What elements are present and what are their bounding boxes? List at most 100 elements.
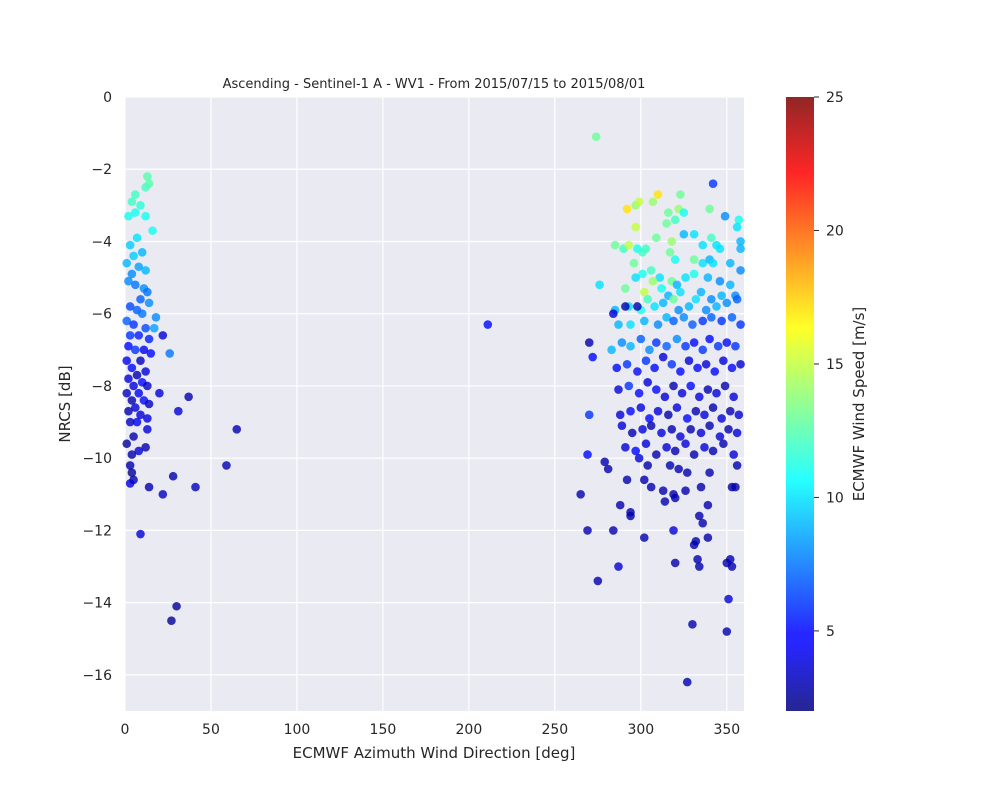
- y-tick-label: −16: [82, 668, 112, 684]
- x-tick-label: 150: [370, 722, 397, 738]
- scatter-point: [603, 464, 613, 474]
- scatter-point: [722, 298, 732, 308]
- scatter-point: [146, 349, 156, 358]
- y-tick-label: −12: [82, 523, 112, 539]
- scatter-point: [124, 211, 133, 221]
- scatter-point: [684, 302, 694, 311]
- scatter-point: [626, 406, 635, 416]
- scatter-point: [131, 403, 140, 412]
- scatter-point: [129, 251, 138, 261]
- scatter-point: [622, 359, 632, 369]
- scatter-point: [736, 237, 745, 246]
- scatter-point: [657, 284, 666, 293]
- scatter-point: [670, 255, 680, 264]
- scatter-point: [641, 356, 651, 365]
- scatter-point: [689, 229, 699, 239]
- scatter-point: [615, 410, 625, 420]
- scatter-point: [614, 385, 623, 394]
- scatter-point: [627, 428, 637, 438]
- scatter-point: [639, 287, 649, 297]
- scatter-point: [122, 258, 132, 268]
- scatter-point: [703, 533, 713, 542]
- scatter-point: [151, 313, 161, 322]
- scatter-point: [607, 345, 616, 355]
- scatter-point: [657, 428, 666, 438]
- scatter-point: [701, 305, 711, 315]
- scatter-point: [645, 414, 654, 423]
- scatter-point: [124, 341, 133, 351]
- scatter-point: [679, 313, 689, 322]
- scatter-point: [652, 385, 661, 394]
- scatter-point: [707, 233, 716, 243]
- scatter-point: [626, 511, 635, 521]
- scatter-point: [141, 211, 150, 221]
- scatter-point: [717, 291, 726, 300]
- scatter-point: [617, 338, 627, 347]
- scatter-point: [694, 562, 704, 571]
- scatter-point: [700, 410, 709, 420]
- scatter-point: [715, 276, 725, 286]
- scatter-point: [681, 341, 690, 351]
- x-axis-label: ECMWF Azimuth Wind Direction [deg]: [293, 744, 576, 762]
- scatter-point: [736, 244, 745, 253]
- scatter-point: [617, 421, 627, 430]
- scatter-point: [650, 363, 659, 373]
- scatter-point: [609, 309, 618, 319]
- scatter-point: [652, 338, 661, 347]
- scatter-point: [626, 341, 635, 351]
- scatter-point: [732, 461, 742, 470]
- scatter-point: [648, 197, 658, 207]
- scatter-point: [144, 334, 154, 344]
- scatter-point: [689, 255, 699, 264]
- scatter-point: [731, 341, 740, 351]
- scatter-point: [643, 378, 653, 387]
- scatter-point: [682, 468, 692, 477]
- scatter-point: [658, 352, 668, 362]
- colorbar-tick-label: 10: [826, 490, 844, 506]
- scatter-point: [676, 190, 685, 199]
- scatter-point: [679, 208, 689, 217]
- scatter-point: [136, 201, 145, 210]
- scatter-point: [686, 424, 695, 434]
- scatter-point: [144, 179, 154, 188]
- scatter-point: [725, 280, 735, 290]
- scatter-point: [222, 461, 231, 470]
- scatter-point: [583, 526, 592, 535]
- scatter-point: [719, 356, 728, 365]
- scatter-point: [646, 482, 656, 492]
- scatter-point: [662, 313, 671, 322]
- scatter-point: [127, 468, 137, 477]
- scatter-point: [122, 316, 132, 326]
- scatter-point: [734, 215, 744, 225]
- scatter-point: [621, 302, 630, 311]
- scatter-point: [143, 172, 152, 181]
- scatter-point: [137, 309, 147, 319]
- scatter-point: [636, 403, 646, 412]
- scatter-point: [593, 576, 603, 586]
- scatter-point: [124, 374, 133, 384]
- colorbar-label: ECMWF Wind Speed [m/s]: [850, 307, 868, 502]
- scatter-point: [641, 439, 651, 449]
- scatter-point: [646, 266, 656, 275]
- scatter-point: [639, 316, 649, 326]
- y-tick-label: −10: [82, 451, 112, 467]
- scatter-point: [232, 424, 242, 434]
- scatter-point: [127, 363, 137, 373]
- x-tick-label: 50: [202, 722, 220, 738]
- scatter-point: [722, 338, 732, 347]
- scatter-point: [132, 233, 142, 243]
- scatter-point: [609, 526, 618, 535]
- scatter-point: [634, 388, 644, 398]
- scatter-point: [624, 240, 634, 250]
- scatter-point: [655, 273, 665, 282]
- scatter-point: [167, 616, 176, 626]
- scatter-point: [615, 500, 625, 510]
- scatter-point: [727, 363, 737, 373]
- chart-title: Ascending - Sentinel-1 A - WV1 - From 20…: [223, 77, 646, 92]
- scatter-point: [669, 526, 678, 535]
- scatter-point: [634, 197, 644, 207]
- scatter-point: [584, 410, 594, 420]
- scatter-point: [670, 215, 680, 225]
- scatter-point: [727, 562, 737, 571]
